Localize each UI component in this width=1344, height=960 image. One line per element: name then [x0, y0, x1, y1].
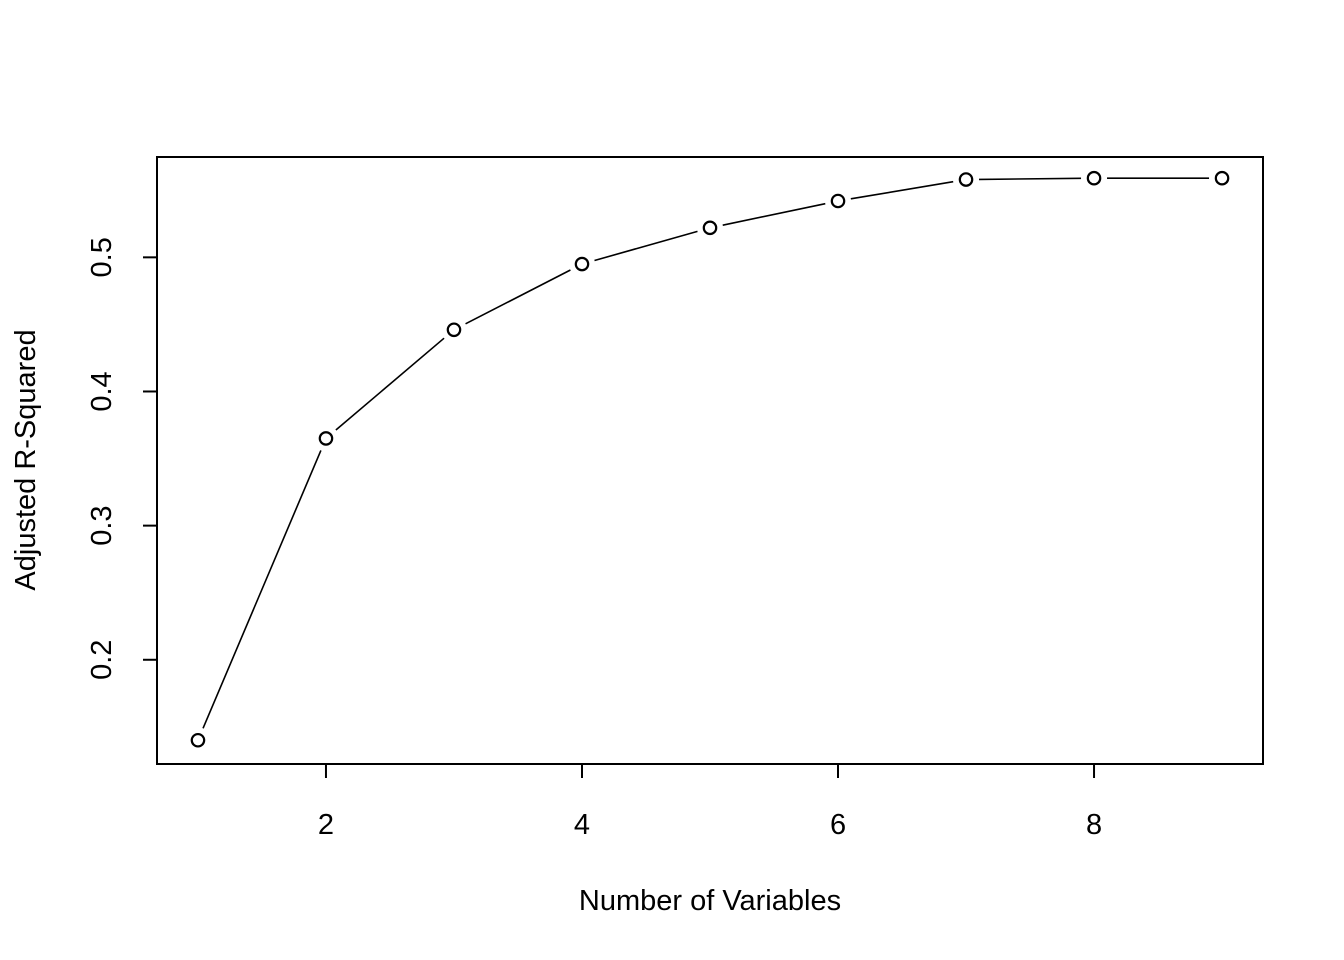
y-tick-label: 0.5 — [86, 237, 118, 277]
series-line-segment — [594, 230, 698, 262]
plot-frame — [156, 156, 1264, 765]
x-axis: 2 4 6 8 — [318, 763, 1102, 841]
data-point — [830, 193, 846, 209]
data-point — [958, 172, 974, 187]
data-point — [318, 431, 334, 446]
series-line-segment — [850, 180, 954, 200]
x-axis-title: Number of Variables — [579, 885, 841, 917]
data-point — [446, 322, 462, 338]
y-tick-label: 0.3 — [86, 505, 118, 545]
data-point — [702, 220, 718, 236]
y-tick-label: 0.2 — [86, 640, 118, 680]
data-point — [1086, 170, 1102, 186]
x-tick-label: 2 — [318, 809, 334, 841]
series-line-segment — [335, 337, 445, 431]
y-axis-title: Adjusted R-Squared — [10, 329, 42, 590]
x-tick-label: 4 — [574, 809, 590, 841]
series-line-segment — [202, 450, 322, 729]
y-tick-label: 0.4 — [86, 371, 118, 411]
data-point — [574, 256, 590, 272]
series-group — [190, 170, 1230, 748]
series-line-segment — [465, 269, 571, 325]
series-line-segment — [722, 202, 826, 226]
x-tick-label: 6 — [830, 809, 846, 841]
series-line-segment — [979, 177, 1082, 181]
data-point — [1214, 170, 1230, 186]
data-point — [190, 732, 206, 748]
x-tick-label: 8 — [1086, 809, 1102, 841]
y-axis: 0.2 0.3 0.4 0.5 — [86, 237, 158, 680]
